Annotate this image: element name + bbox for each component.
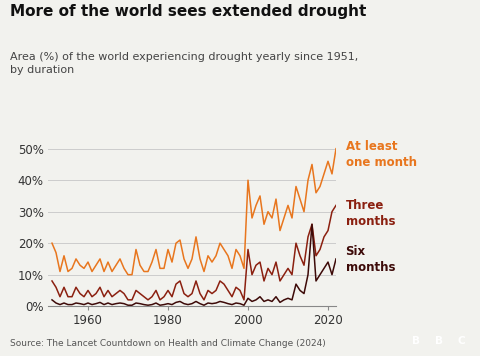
Text: Six
months: Six months <box>346 245 395 274</box>
Text: C: C <box>458 336 466 346</box>
Text: At least
one month: At least one month <box>346 140 417 169</box>
Text: Three
months: Three months <box>346 199 395 228</box>
Text: B: B <box>412 336 420 346</box>
Text: More of the world sees extended drought: More of the world sees extended drought <box>10 4 366 19</box>
Text: B: B <box>435 336 443 346</box>
Text: Area (%) of the world experiencing drought yearly since 1951,
by duration: Area (%) of the world experiencing droug… <box>10 52 358 75</box>
Text: Source: The Lancet Countdown on Health and Climate Change (2024): Source: The Lancet Countdown on Health a… <box>10 339 325 348</box>
